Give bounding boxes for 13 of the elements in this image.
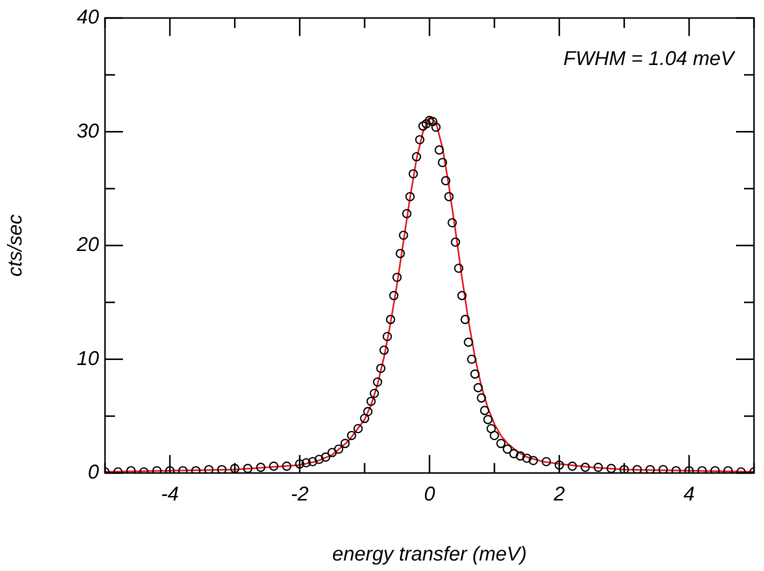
y-tick-label: 0 xyxy=(88,462,99,484)
x-tick-label: 0 xyxy=(424,484,436,506)
y-tick-label: 40 xyxy=(76,6,99,29)
x-tick-label: 4 xyxy=(684,484,695,506)
x-tick-label: -4 xyxy=(161,484,179,506)
y-tick-label: 30 xyxy=(76,120,99,142)
y-tick-label: 10 xyxy=(76,348,99,370)
y-axis-title: cts/sec xyxy=(4,214,27,277)
x-tick-label: 2 xyxy=(552,484,565,506)
x-tick-label: -2 xyxy=(290,484,309,506)
annotation: FWHM = 1.04 meV xyxy=(563,48,734,71)
y-tick-label: 20 xyxy=(76,234,99,256)
x-axis-title: energy transfer (meV) xyxy=(332,544,527,566)
